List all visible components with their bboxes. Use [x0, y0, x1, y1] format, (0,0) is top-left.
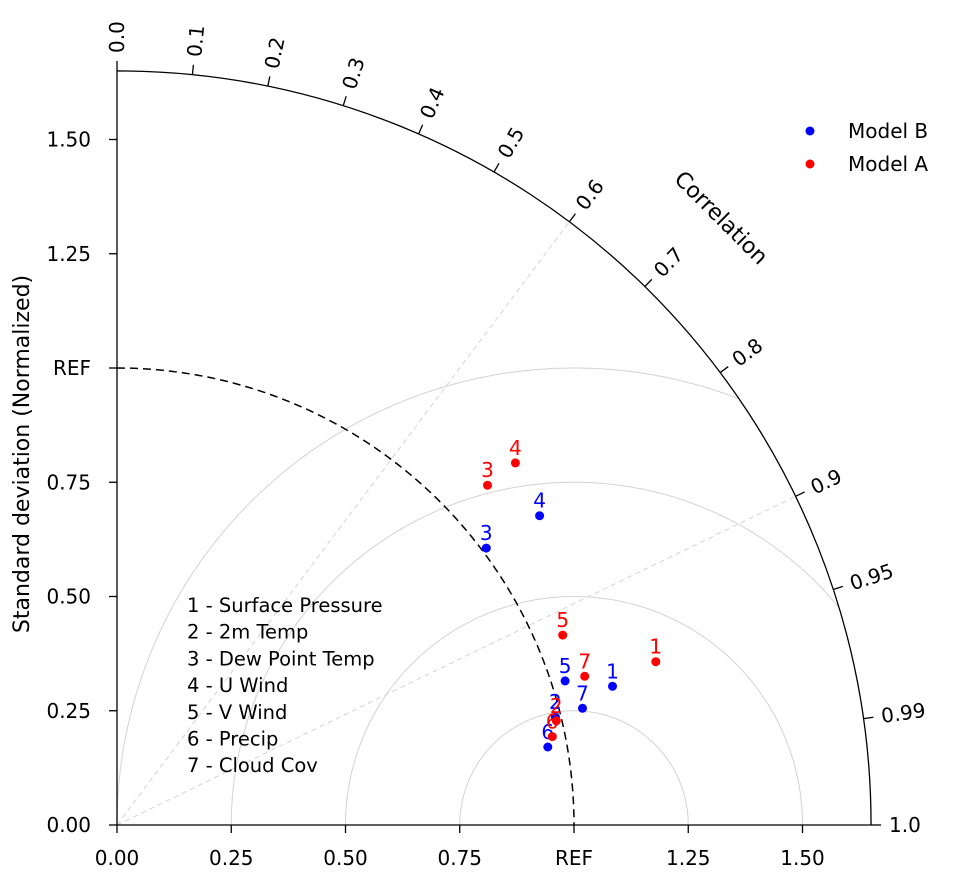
- point-label-s0-7: 7: [576, 681, 589, 705]
- x-tick-label-3: 0.75: [437, 846, 482, 870]
- variable-key-5: 6 - Precip: [187, 728, 278, 751]
- corr-tick-label-0: 0.0: [105, 21, 129, 53]
- corr-tick-label-2: 0.2: [260, 35, 290, 71]
- corr-tick-4: [418, 124, 424, 135]
- y-tick-label-0: 0.00: [46, 813, 91, 837]
- corr-tick-label-4: 0.4: [415, 83, 450, 122]
- variable-key: 1 - Surface Pressure 2 - 2m Temp 3 - Dew P…: [187, 594, 383, 777]
- variable-key-3: 4 - U Wind: [187, 674, 288, 697]
- point-s1-5: [558, 630, 568, 640]
- point-s0-3: [481, 543, 491, 553]
- variable-key-1: 2 - 2m Temp: [187, 621, 308, 644]
- corr-tick-6: [568, 213, 576, 223]
- variable-key-2: 3 - Dew Point Temp: [187, 647, 375, 670]
- rms-circle-3: [116, 367, 738, 825]
- x-tick-label-0: 0.00: [95, 846, 140, 870]
- legend-label-1: Model A: [848, 152, 928, 176]
- reference-arc: [116, 367, 575, 826]
- legend-label-0: Model B: [848, 119, 928, 143]
- corr-tick-label-11: 0.99: [880, 698, 927, 728]
- ref-std-arc: [116, 367, 575, 826]
- point-s1-2: [551, 716, 561, 726]
- point-label-s1-7: 7: [578, 649, 591, 673]
- point-s1-6: [547, 732, 557, 742]
- rms-grid: [116, 367, 839, 826]
- corr-tick-5: [493, 162, 500, 173]
- corr-tick-label-3: 0.3: [337, 55, 369, 93]
- rms-circle-0: [459, 710, 689, 826]
- point-s1-1: [651, 657, 661, 667]
- corr-tick-8: [719, 366, 729, 374]
- corr-tick-1: [191, 64, 195, 75]
- corr-tick-9: [795, 491, 805, 497]
- x-tick-label-6: 1.50: [780, 846, 825, 870]
- corr-tick-7: [644, 278, 653, 287]
- point-s0-7: [578, 703, 587, 713]
- y-axis-title: Standard deviation (Normalized): [10, 275, 35, 633]
- corr-tick-label-10: 0.95: [847, 559, 897, 596]
- y-tick-label-6: 1.50: [46, 128, 91, 152]
- corr-tick-label-1: 0.1: [182, 24, 209, 58]
- legend-marker-0: [805, 126, 815, 136]
- rms-circle-1: [345, 596, 803, 825]
- x-tick-label-1: 0.25: [209, 846, 254, 870]
- point-label-s0-2: 2: [549, 690, 562, 714]
- point-label-s1-2: 2: [550, 694, 563, 718]
- y-tick-label-2: 0.50: [46, 585, 91, 609]
- x-tick-label-5: 1.25: [666, 846, 711, 870]
- variable-key-4: 5 - V Wind: [187, 701, 287, 724]
- corr-guide-0: [116, 221, 570, 826]
- x-tick-label-2: 0.50: [323, 846, 368, 870]
- variable-key-0: 1 - Surface Pressure: [187, 594, 383, 617]
- y-tick-label-3: 0.75: [46, 470, 91, 494]
- point-s1-4: [510, 458, 520, 468]
- point-label-s0-3: 3: [480, 521, 493, 545]
- corr-tick-label-5: 0.5: [493, 123, 530, 163]
- legend-marker-1: [805, 159, 815, 169]
- variable-key-6: 7 - Cloud Cov: [187, 754, 318, 777]
- point-label-s1-1: 1: [649, 635, 662, 659]
- x-tick-label-4: REF: [555, 846, 593, 870]
- corr-tick-label-6: 0.6: [571, 175, 609, 215]
- point-s0-4: [535, 511, 545, 521]
- point-label-s0-4: 4: [533, 489, 546, 513]
- corr-tick-2: [267, 76, 271, 87]
- y-tick-label-5: 1.25: [46, 242, 91, 266]
- corr-tick-11: [863, 716, 874, 720]
- point-s0-5: [560, 676, 570, 686]
- point-s1-7: [580, 671, 590, 681]
- y-tick-label-1: 0.25: [46, 699, 91, 723]
- point-label-s0-5: 5: [559, 654, 572, 678]
- rms-circle-2: [230, 481, 839, 825]
- point-label-s1-4: 4: [509, 436, 522, 460]
- corr-tick-label-9: 0.9: [807, 464, 846, 499]
- point-label-s1-5: 5: [556, 608, 569, 632]
- correlation-axis-title: Correlation: [669, 167, 772, 270]
- point-s1-3: [483, 480, 492, 490]
- point-s0-1: [608, 681, 617, 691]
- y-tick-label-4: REF: [53, 356, 91, 380]
- outer-arc: [116, 70, 872, 826]
- corr-tick-label-12: 1.0: [889, 813, 921, 837]
- point-label-s0-1: 1: [606, 659, 619, 683]
- point-label-s1-6: 6: [546, 710, 559, 734]
- corr-tick-3: [342, 95, 347, 106]
- point-s0-6: [543, 742, 553, 752]
- corr-tick-10: [833, 585, 844, 591]
- legend: Model B Model A: [805, 119, 928, 176]
- point-label-s1-3: 3: [481, 458, 494, 482]
- corr-tick-label-8: 0.8: [727, 333, 767, 371]
- corr-tick-label-7: 0.7: [649, 242, 688, 282]
